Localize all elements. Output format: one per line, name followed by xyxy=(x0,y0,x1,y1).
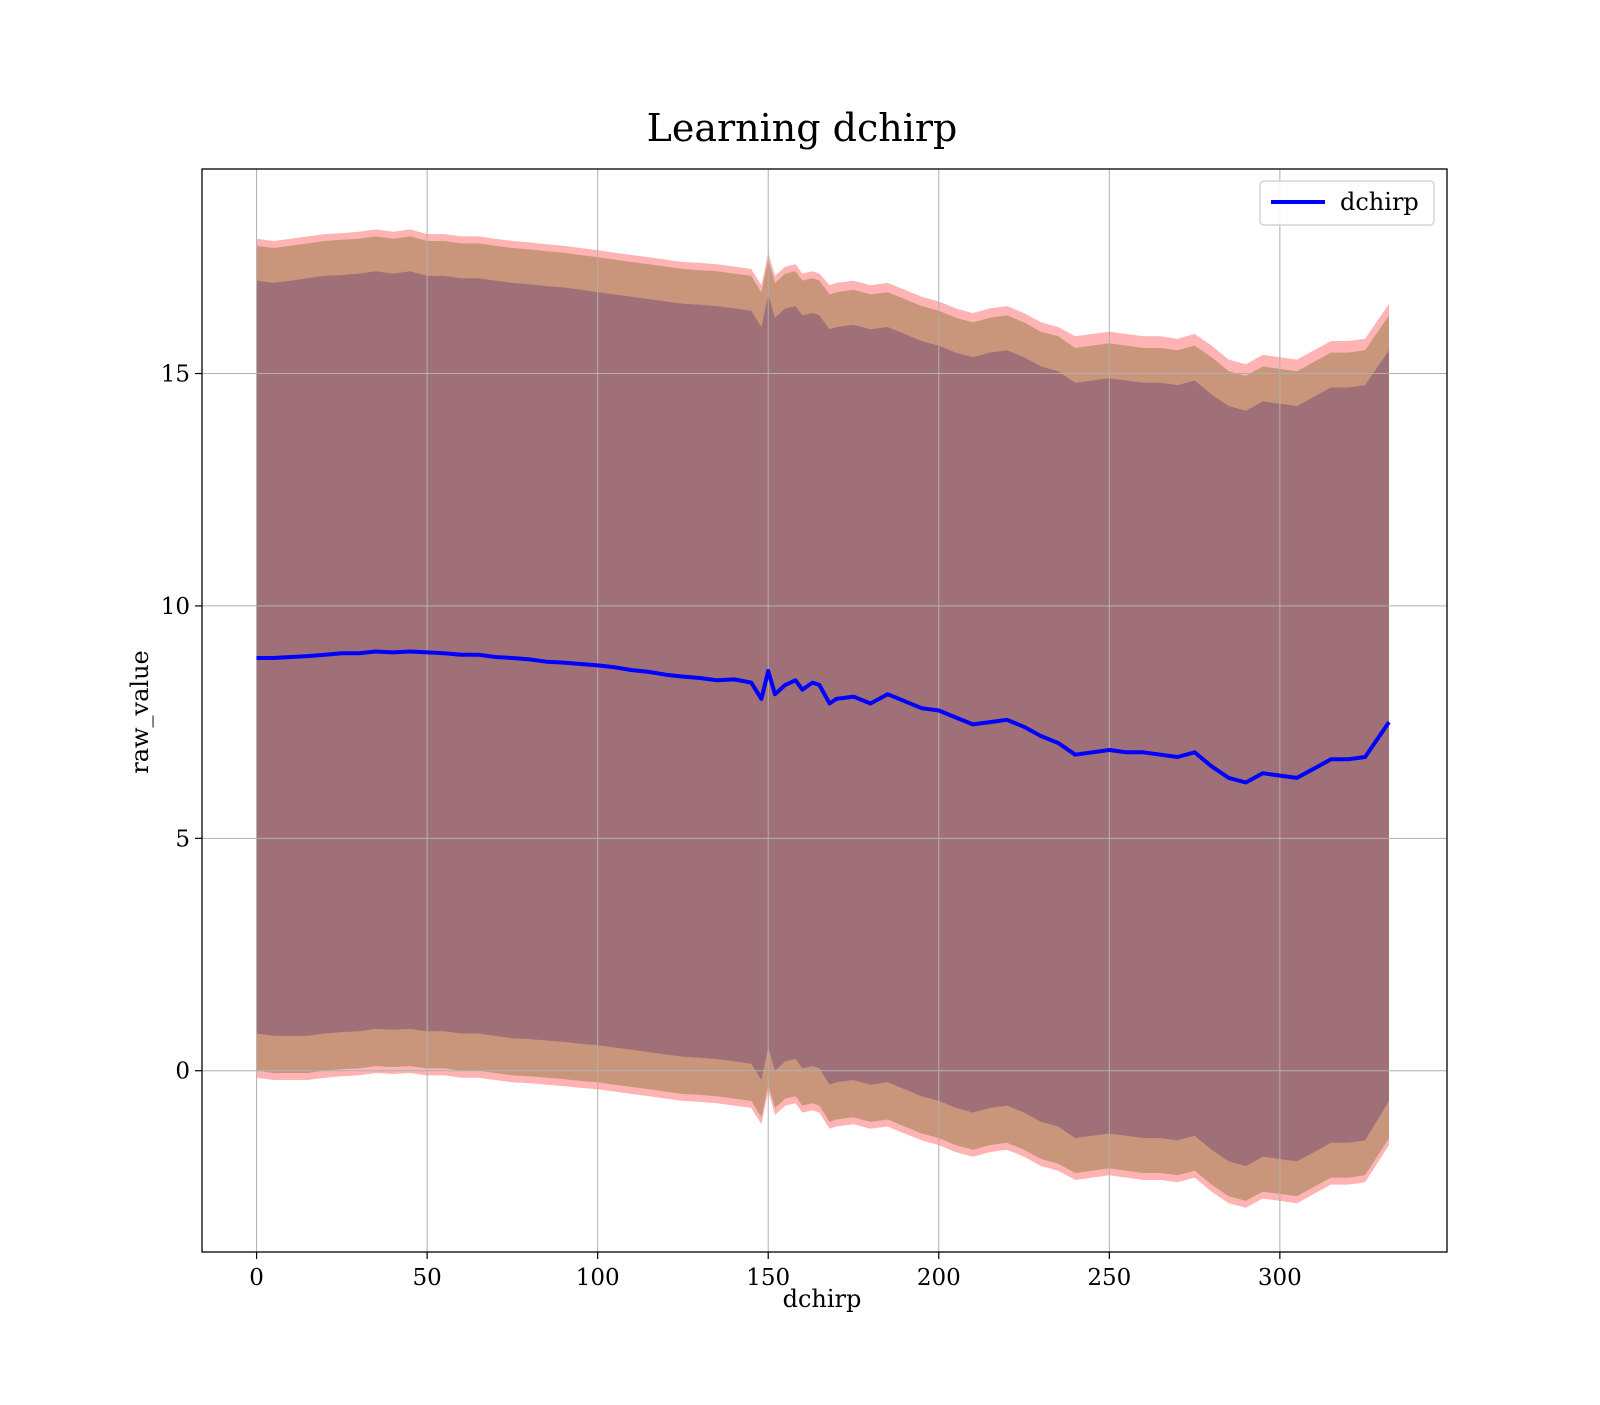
y-axis-label: raw_value xyxy=(126,650,154,774)
y-tick-label: 15 xyxy=(161,362,190,388)
y-tick-label: 10 xyxy=(161,594,190,620)
x-tick-label: 200 xyxy=(917,1265,961,1291)
legend-label-dchirp: dchirp xyxy=(1340,188,1419,216)
series-line-dchirp xyxy=(256,649,1391,785)
y-tick-label: 0 xyxy=(175,1059,190,1085)
x-tick-label: 150 xyxy=(746,1265,790,1291)
band-inner xyxy=(256,271,1390,1166)
plot-frame xyxy=(201,168,1448,1253)
legend: dchirp xyxy=(1259,180,1435,226)
bands-group xyxy=(256,229,1390,1208)
legend-frame xyxy=(1259,180,1435,226)
y-tick-label: 5 xyxy=(175,826,190,852)
x-axis-label: dchirp xyxy=(783,1285,862,1313)
plot-area: 0 50 100 150 200 250 300 0 5 10 15 xyxy=(161,168,1448,1291)
x-tick-label: 300 xyxy=(1258,1265,1302,1291)
x-tick-label: 100 xyxy=(576,1265,620,1291)
x-tick-label: 250 xyxy=(1087,1265,1131,1291)
chart-title: Learning dchirp xyxy=(647,106,958,150)
x-tick-label: 50 xyxy=(412,1265,441,1291)
x-tick-label: 0 xyxy=(249,1265,264,1291)
